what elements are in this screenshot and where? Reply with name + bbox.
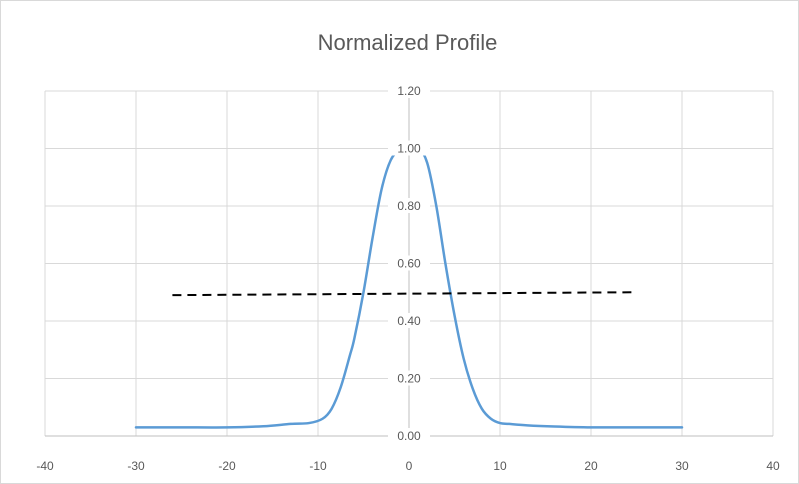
x-tick-label: -10 xyxy=(309,459,327,473)
x-tick-label: 30 xyxy=(675,459,689,473)
y-tick-label: 0.20 xyxy=(397,372,421,386)
x-tick-label: 0 xyxy=(406,459,413,473)
y-tick-label-bg xyxy=(388,83,430,98)
y-tick-label-group: 0.00 xyxy=(388,428,430,443)
y-tick-label: 0.80 xyxy=(397,199,421,213)
y-tick-label-group: 0.20 xyxy=(388,370,430,386)
y-tick-label-bg xyxy=(388,255,430,271)
x-tick-label: -20 xyxy=(218,459,236,473)
y-tick-label: 1.20 xyxy=(397,84,421,98)
y-tick-label-bg xyxy=(388,370,430,386)
y-tick-label-bg xyxy=(388,140,430,156)
y-tick-label-bg xyxy=(388,313,430,328)
x-tick-label: 10 xyxy=(493,459,507,473)
y-tick-label-bg xyxy=(388,198,430,213)
y-tick-label: 0.40 xyxy=(397,314,421,328)
y-tick-label-bg xyxy=(388,428,430,443)
x-tick-label: 40 xyxy=(766,459,780,473)
y-tick-label: 0.60 xyxy=(397,257,421,271)
y-tick-label: 1.00 xyxy=(397,142,421,156)
y-tick-label-group: 1.00 xyxy=(388,140,430,156)
y-tick-label-group: 0.40 xyxy=(388,313,430,328)
x-tick-label: -40 xyxy=(36,459,54,473)
y-tick-label: 0.00 xyxy=(397,429,421,443)
y-tick-labels: 0.00 0.20 0.40 0.60 0.80 1.00 1.20 xyxy=(388,83,430,443)
y-tick-label-group: 1.20 xyxy=(388,83,430,98)
y-tick-label-group: 0.80 xyxy=(388,198,430,213)
half-max-dashed-line xyxy=(172,291,637,297)
x-tick-labels: -40 -30 -20 -10 0 10 20 30 40 xyxy=(36,459,780,473)
x-tick-label: -30 xyxy=(127,459,145,473)
chart-title: Normalized Profile xyxy=(317,30,498,55)
x-tick-label: 20 xyxy=(584,459,598,473)
y-tick-label-group: 0.60 xyxy=(388,255,430,271)
